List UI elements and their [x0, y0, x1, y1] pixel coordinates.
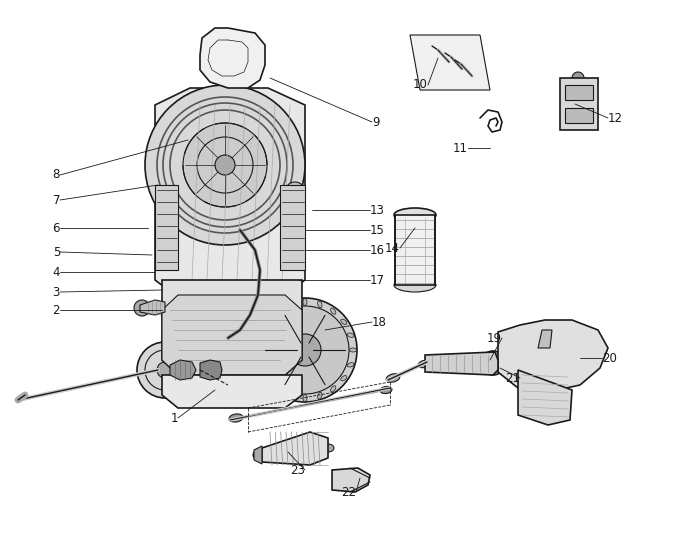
Ellipse shape	[348, 363, 354, 367]
Circle shape	[137, 342, 193, 398]
Circle shape	[261, 306, 349, 394]
Circle shape	[289, 334, 321, 366]
Polygon shape	[538, 330, 552, 348]
Polygon shape	[565, 108, 593, 123]
Polygon shape	[565, 85, 593, 100]
Polygon shape	[155, 185, 178, 270]
Ellipse shape	[274, 386, 279, 392]
Polygon shape	[262, 432, 328, 465]
Ellipse shape	[303, 395, 307, 401]
Polygon shape	[425, 352, 498, 375]
Ellipse shape	[318, 393, 322, 399]
Polygon shape	[280, 185, 305, 270]
Circle shape	[335, 475, 345, 485]
Ellipse shape	[256, 333, 263, 337]
Circle shape	[285, 182, 305, 202]
Text: 2: 2	[53, 304, 60, 317]
Text: 4: 4	[53, 266, 60, 278]
Ellipse shape	[229, 414, 243, 422]
Polygon shape	[140, 300, 165, 315]
Polygon shape	[410, 35, 490, 90]
Text: 15: 15	[370, 223, 385, 237]
Text: 1: 1	[170, 412, 178, 424]
Ellipse shape	[331, 386, 336, 392]
Ellipse shape	[331, 308, 336, 314]
Ellipse shape	[418, 360, 430, 368]
Text: 23: 23	[290, 463, 305, 477]
Ellipse shape	[394, 278, 436, 292]
Text: 5: 5	[53, 245, 60, 259]
Polygon shape	[200, 360, 222, 380]
Text: 9: 9	[372, 115, 379, 128]
Text: 20: 20	[602, 351, 617, 365]
Ellipse shape	[288, 301, 293, 308]
Circle shape	[453, 57, 463, 67]
Circle shape	[145, 85, 305, 245]
Text: 14: 14	[385, 242, 400, 255]
Polygon shape	[162, 295, 302, 375]
Circle shape	[134, 300, 150, 316]
Text: 8: 8	[53, 169, 60, 182]
Circle shape	[481, 351, 505, 375]
Ellipse shape	[380, 386, 392, 394]
Polygon shape	[395, 215, 435, 285]
Text: 11: 11	[453, 142, 468, 154]
Ellipse shape	[394, 208, 436, 222]
Circle shape	[572, 72, 584, 84]
Text: 18: 18	[372, 316, 387, 328]
Text: 10: 10	[413, 79, 428, 92]
Circle shape	[253, 450, 263, 460]
Text: 22: 22	[341, 485, 356, 498]
Ellipse shape	[386, 374, 400, 382]
Polygon shape	[254, 446, 262, 464]
Ellipse shape	[263, 319, 269, 324]
Text: 12: 12	[608, 111, 623, 125]
Text: 7: 7	[53, 193, 60, 206]
Polygon shape	[200, 28, 265, 88]
Ellipse shape	[263, 376, 269, 381]
Circle shape	[157, 362, 173, 378]
Text: 17: 17	[370, 273, 385, 287]
Circle shape	[486, 356, 500, 370]
Ellipse shape	[341, 376, 347, 381]
Circle shape	[290, 210, 300, 220]
Text: 6: 6	[53, 221, 60, 234]
Circle shape	[183, 123, 267, 207]
Circle shape	[204, 363, 218, 377]
Ellipse shape	[348, 333, 354, 337]
Ellipse shape	[288, 393, 293, 399]
Polygon shape	[498, 320, 608, 392]
Polygon shape	[162, 375, 302, 408]
Circle shape	[289, 186, 301, 198]
Text: 3: 3	[53, 285, 60, 299]
Ellipse shape	[303, 299, 307, 305]
Text: 16: 16	[370, 244, 385, 256]
Circle shape	[253, 298, 357, 402]
Text: 21: 21	[505, 372, 520, 384]
Ellipse shape	[254, 348, 261, 352]
Circle shape	[215, 155, 235, 175]
Circle shape	[443, 50, 453, 60]
Circle shape	[430, 43, 440, 53]
Polygon shape	[332, 468, 370, 492]
Text: 19: 19	[487, 332, 502, 345]
Ellipse shape	[322, 444, 334, 452]
Ellipse shape	[350, 348, 357, 352]
Ellipse shape	[318, 301, 322, 308]
Polygon shape	[170, 360, 196, 380]
Ellipse shape	[256, 363, 263, 367]
Polygon shape	[162, 280, 302, 375]
Text: 13: 13	[370, 204, 385, 216]
Ellipse shape	[274, 308, 279, 314]
Ellipse shape	[341, 319, 347, 324]
Polygon shape	[518, 370, 572, 425]
Polygon shape	[560, 78, 598, 130]
Polygon shape	[155, 88, 305, 295]
